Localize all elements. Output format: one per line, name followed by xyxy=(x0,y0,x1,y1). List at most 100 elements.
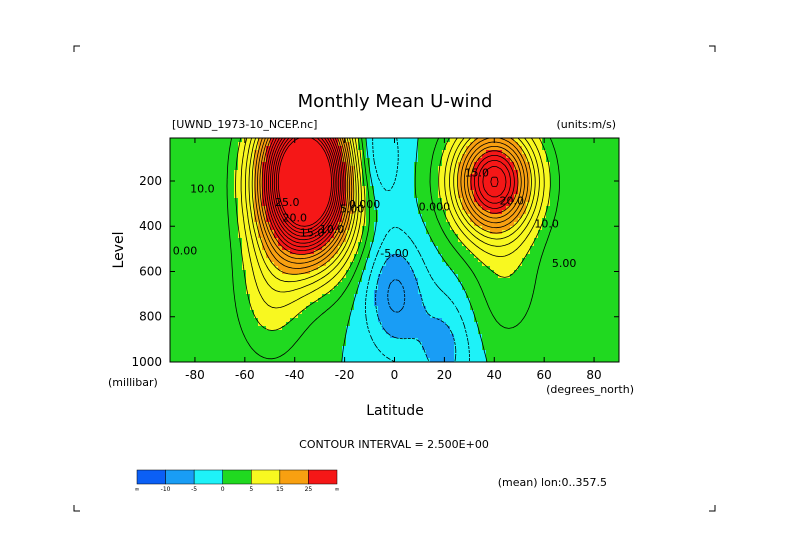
field-cell xyxy=(242,242,247,247)
field-cell xyxy=(354,178,359,183)
field-cell xyxy=(306,178,311,183)
field-cell xyxy=(514,174,519,179)
field-cell xyxy=(434,174,439,179)
field-cell xyxy=(410,322,415,327)
field-cell xyxy=(174,206,179,211)
field-cell xyxy=(210,210,215,215)
field-cell xyxy=(430,326,435,331)
field-cell xyxy=(234,138,239,143)
field-cell xyxy=(202,230,207,235)
field-cell xyxy=(306,210,311,215)
field-cell xyxy=(474,162,479,167)
field-cell xyxy=(370,214,375,219)
field-cell xyxy=(334,286,339,291)
field-cell xyxy=(462,242,467,247)
field-cell xyxy=(478,250,483,255)
field-cell xyxy=(514,358,519,362)
field-cell xyxy=(218,350,223,355)
field-cell xyxy=(402,258,407,263)
field-cell xyxy=(302,342,307,347)
field-cell xyxy=(370,202,375,207)
field-cell xyxy=(222,154,227,159)
field-cell xyxy=(494,354,499,359)
field-cell xyxy=(414,162,419,167)
field-cell xyxy=(306,346,311,351)
field-cell xyxy=(394,178,399,183)
field-cell xyxy=(302,174,307,179)
field-cell xyxy=(398,162,403,167)
field-cell xyxy=(446,210,451,215)
field-cell xyxy=(478,342,483,347)
field-cell xyxy=(434,202,439,207)
field-cell xyxy=(314,222,319,227)
field-cell xyxy=(334,178,339,183)
field-cell xyxy=(246,250,251,255)
field-cell xyxy=(406,178,411,183)
field-cell xyxy=(518,234,523,239)
field-cell xyxy=(350,170,355,175)
field-cell xyxy=(270,150,275,155)
field-cell xyxy=(314,170,319,175)
field-cell xyxy=(174,178,179,183)
field-cell xyxy=(406,242,411,247)
field-cell xyxy=(470,166,475,171)
field-cell xyxy=(470,222,475,227)
field-cell xyxy=(282,202,287,207)
field-cell xyxy=(478,242,483,247)
field-cell xyxy=(490,306,495,311)
field-cell xyxy=(290,286,295,291)
field-cell xyxy=(322,286,327,291)
field-cell xyxy=(258,198,263,203)
field-cell xyxy=(394,206,399,211)
field-cell xyxy=(506,182,511,187)
field-cell xyxy=(226,234,231,239)
field-cell xyxy=(210,274,215,279)
field-cell xyxy=(446,198,451,203)
field-cell xyxy=(438,302,443,307)
field-cell xyxy=(246,270,251,275)
field-cell xyxy=(326,194,331,199)
field-cell xyxy=(302,262,307,267)
field-cell xyxy=(454,222,459,227)
field-cell xyxy=(418,318,423,323)
field-cell xyxy=(474,230,479,235)
field-cell xyxy=(186,358,191,362)
field-cell xyxy=(186,310,191,315)
field-cell xyxy=(390,202,395,207)
field-cell xyxy=(442,330,447,335)
field-cell xyxy=(374,234,379,239)
field-cell xyxy=(346,290,351,295)
field-cell xyxy=(222,354,227,359)
field-cell xyxy=(214,262,219,267)
field-cell xyxy=(262,238,267,243)
field-cell xyxy=(346,174,351,179)
field-cell xyxy=(390,246,395,251)
field-cell xyxy=(466,154,471,159)
field-cell xyxy=(170,330,175,335)
field-cell xyxy=(470,350,475,355)
field-cell xyxy=(186,214,191,219)
field-cell xyxy=(442,206,447,211)
field-cell xyxy=(382,238,387,243)
field-cell xyxy=(230,222,235,227)
field-cell xyxy=(262,162,267,167)
field-cell xyxy=(490,278,495,283)
field-cell xyxy=(366,294,371,299)
field-cell xyxy=(230,186,235,191)
field-cell xyxy=(218,290,223,295)
field-cell xyxy=(386,198,391,203)
field-cell xyxy=(394,142,399,147)
field-cell xyxy=(370,358,375,362)
field-cell xyxy=(442,274,447,279)
field-cell xyxy=(438,282,443,287)
field-cell xyxy=(514,194,519,199)
field-cell xyxy=(310,230,315,235)
field-cell xyxy=(170,142,175,147)
field-cell xyxy=(378,242,383,247)
field-cell xyxy=(226,278,231,283)
field-cell xyxy=(226,174,231,179)
field-cell xyxy=(338,198,343,203)
field-cell xyxy=(290,342,295,347)
field-cell xyxy=(186,266,191,271)
field-cell xyxy=(346,306,351,311)
